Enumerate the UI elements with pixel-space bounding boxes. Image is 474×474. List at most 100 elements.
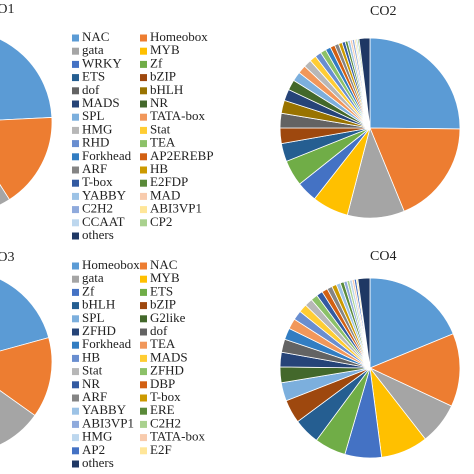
legend-label: TEA xyxy=(150,135,176,150)
legend-label: ZFHD xyxy=(150,363,184,378)
legend-swatch xyxy=(140,341,147,349)
legend-label: MAD xyxy=(150,187,180,202)
legend-label: dof xyxy=(150,323,168,338)
legend-label: ERE xyxy=(150,402,175,417)
legend-swatch xyxy=(72,434,79,442)
legend-swatch xyxy=(72,460,79,468)
chart-title: CO4 xyxy=(370,249,396,264)
pie-slice xyxy=(369,277,454,369)
legend-label: Zf xyxy=(150,55,163,70)
legend-swatch xyxy=(140,315,147,323)
legend-swatch xyxy=(140,126,147,134)
legend-label: RHD xyxy=(82,135,109,150)
legend-swatch xyxy=(140,407,147,415)
legend-swatch xyxy=(72,166,79,174)
legend-label: ETS xyxy=(150,283,173,298)
legend-swatch xyxy=(140,354,147,362)
legend-swatch xyxy=(140,420,147,428)
legend-swatch xyxy=(72,302,79,310)
legend-label: TATA-box xyxy=(150,429,205,444)
legend-label: MYB xyxy=(150,270,180,285)
legend-label: SPL xyxy=(82,108,104,123)
legend-swatch xyxy=(140,434,147,442)
legend-swatch xyxy=(140,192,147,200)
legend-swatch xyxy=(140,100,147,108)
legend-label: MADS xyxy=(150,349,188,364)
legend-swatch xyxy=(72,153,79,161)
legend-swatch xyxy=(140,87,147,95)
legend-swatch xyxy=(140,34,147,42)
legend-label: AP2 xyxy=(82,442,105,457)
legend-label: bHLH xyxy=(150,82,183,97)
legend-swatch xyxy=(72,74,79,82)
legend-label: MADS xyxy=(82,95,120,110)
legend-label: CCAAT xyxy=(82,214,125,229)
pie-slice xyxy=(0,390,36,446)
chart-title: CO2 xyxy=(370,4,396,19)
legend-label: E2FDP xyxy=(150,174,188,189)
legend-label: dof xyxy=(82,82,100,97)
legend-swatch xyxy=(140,206,147,214)
legend-label: Forkhead xyxy=(82,336,132,351)
legend-swatch xyxy=(72,87,79,95)
legend-swatch xyxy=(72,140,79,148)
legend-label: TATA-box xyxy=(150,108,205,123)
legend-label: gata xyxy=(82,270,104,285)
legend-swatch xyxy=(72,447,79,455)
legend-swatch xyxy=(140,288,147,296)
legend-swatch xyxy=(140,153,147,161)
legend-swatch xyxy=(72,60,79,68)
legend-label: Zf xyxy=(82,283,95,298)
legend-label: HB xyxy=(150,161,168,176)
pie-slice xyxy=(369,333,461,407)
legend-swatch xyxy=(72,275,79,283)
legend-label: C2H2 xyxy=(150,415,181,430)
legend-label: ARF xyxy=(82,389,107,404)
legend-swatch xyxy=(140,381,147,389)
legend-label: gata xyxy=(82,42,104,57)
legend-swatch xyxy=(72,394,79,402)
legend-swatch xyxy=(72,288,79,296)
legend-swatch xyxy=(140,262,147,270)
legend-swatch xyxy=(72,407,79,415)
legend-swatch xyxy=(72,354,79,362)
legend-swatch xyxy=(140,368,147,376)
pie-slice xyxy=(369,127,461,212)
legend-swatch xyxy=(72,381,79,389)
legend-swatch xyxy=(140,219,147,227)
legend-label: bHLH xyxy=(82,297,115,312)
legend-swatch xyxy=(72,126,79,134)
pie-slice xyxy=(369,37,461,130)
legend-swatch xyxy=(72,179,79,187)
pie-slice xyxy=(357,277,371,369)
legend-label: ZFHD xyxy=(82,323,116,338)
legend-label: G2like xyxy=(150,310,186,325)
legend-label: MYB xyxy=(150,42,180,57)
legend-swatch xyxy=(140,113,147,121)
legend-swatch xyxy=(140,394,147,402)
legend-swatch xyxy=(72,420,79,428)
legend-swatch xyxy=(140,47,147,55)
legend-label: T-box xyxy=(82,174,113,189)
legend-label: HMG xyxy=(82,121,112,136)
legend-swatch xyxy=(72,206,79,214)
legend-swatch xyxy=(72,341,79,349)
legend-label: others xyxy=(82,455,114,470)
legend-label: C2H2 xyxy=(82,201,113,216)
legend-label: NR xyxy=(150,95,168,110)
legend-label: bZIP xyxy=(150,69,176,84)
legend-label: Homeobox xyxy=(150,29,208,44)
pie-slice xyxy=(0,117,53,201)
legend-swatch xyxy=(140,74,147,82)
legend-label: TEA xyxy=(150,336,176,351)
legend-label: NAC xyxy=(150,257,177,272)
legend-label: Stat xyxy=(82,363,103,378)
legend-swatch xyxy=(72,262,79,270)
legend-label: others xyxy=(82,227,114,242)
legend-label: HB xyxy=(82,349,100,364)
pie-slice xyxy=(0,38,53,121)
legend-swatch xyxy=(72,113,79,121)
legend-label: YABBY xyxy=(82,402,127,417)
legend-label: HMG xyxy=(82,429,112,444)
